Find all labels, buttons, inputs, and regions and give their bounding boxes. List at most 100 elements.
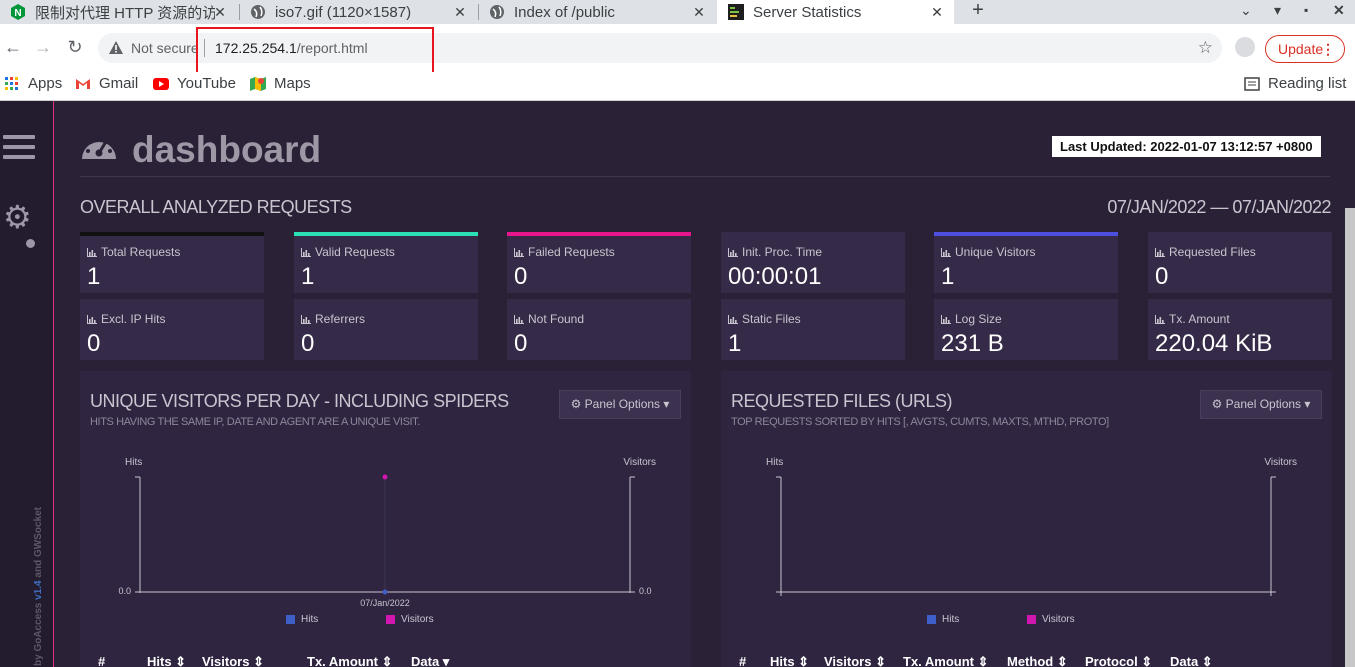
hits-data-point[interactable] — [382, 589, 388, 595]
gear-icon[interactable]: ⚙ — [3, 199, 32, 235]
youtube-icon — [153, 76, 169, 92]
panel-subtitle: HITS HAVING THE SAME IP, DATE AND AGENT … — [90, 416, 420, 428]
stat-label-text: Init. Proc. Time — [742, 245, 823, 259]
last-updated-badge: Last Updated: 2022-01-07 13:12:57 +0800 — [1052, 136, 1321, 157]
requested-files-panel: REQUESTED FILES (URLS) TOP REQUESTS SORT… — [721, 371, 1332, 667]
reload-icon[interactable]: ↻ — [67, 37, 83, 57]
minimize-icon[interactable]: ▾ — [1274, 2, 1282, 18]
stat-card-label: Excl. IP Hits — [87, 312, 165, 326]
tab-server-statistics[interactable]: Server Statistics ✕ — [717, 0, 954, 24]
sort-icon: ⇕ — [794, 654, 810, 667]
panel-options-button[interactable]: ⚙ Panel Options ▾ — [559, 390, 681, 419]
apps-grid-icon — [4, 76, 20, 92]
th-visitors[interactable]: Visitors ⇕ — [824, 654, 886, 667]
y-tick-right: 0.0 — [639, 586, 652, 596]
goaccess-report: ⚙ by GoAccess v1.4 and GWSocket dashboar… — [0, 101, 1355, 667]
legend-hits[interactable]: Hits — [927, 614, 959, 625]
close-tab-icon[interactable]: ✕ — [454, 4, 466, 20]
th-tx-amount[interactable]: Tx. Amount ⇕ — [307, 654, 393, 667]
credit-version: v1.4 — [33, 580, 44, 600]
legend-visitors[interactable]: Visitors — [386, 614, 434, 625]
legend-visitors[interactable]: Visitors — [1027, 614, 1075, 625]
stat-label-text: Tx. Amount — [1169, 312, 1230, 326]
stat-card-label: Valid Requests — [301, 245, 395, 259]
bookmark-star-icon[interactable]: ☆ — [1197, 38, 1213, 57]
th-method[interactable]: Method ⇕ — [1007, 654, 1068, 667]
maximize-icon[interactable]: ▪ — [1304, 3, 1309, 17]
tab-iso7-gif[interactable]: iso7.gif (1120×1587) ✕ — [250, 0, 468, 24]
goaccess-credit[interactable]: by GoAccess v1.4 and GWSocket — [33, 507, 44, 666]
stat-label-text: Log Size — [955, 312, 1002, 326]
page-scrollbar[interactable] — [1345, 208, 1355, 667]
hamburger-menu-icon[interactable] — [3, 135, 35, 161]
stat-card-label: Total Requests — [87, 245, 180, 259]
close-tab-icon[interactable]: ✕ — [214, 4, 226, 20]
stat-card: Init. Proc. Time 00:00:01 — [721, 232, 905, 293]
address-bar[interactable]: Not secure 172.25.254.1/report.html ☆ — [98, 33, 1222, 63]
bookmark-label: YouTube — [177, 75, 236, 92]
sort-icon: ⇕ — [1137, 654, 1153, 667]
tab-title: Server Statistics — [753, 3, 862, 21]
bookmarks-bar: Apps Gmail YouTube Maps Reading list — [0, 72, 1355, 101]
page-title: dashboard — [132, 129, 322, 170]
forward-icon[interactable]: → — [34, 37, 52, 57]
sort-icon: ⇕ — [171, 654, 187, 667]
sort-icon: ⇕ — [1053, 654, 1068, 667]
panel-options-button[interactable]: ⚙ Panel Options ▾ — [1200, 390, 1322, 419]
th-label: Hits — [147, 654, 172, 667]
stat-card-value: 0 — [1155, 263, 1169, 290]
th-hits[interactable]: Hits ⇕ — [147, 654, 186, 667]
stat-card-value: 231 B — [941, 330, 1004, 357]
th-label: Visitors — [824, 654, 872, 667]
legend-hits[interactable]: Hits — [286, 614, 318, 625]
stat-label-text: Failed Requests — [528, 245, 615, 259]
reading-list-button[interactable]: Reading list — [1244, 75, 1346, 92]
back-icon[interactable]: ← — [4, 37, 22, 57]
bookmark-youtube[interactable]: YouTube — [153, 75, 236, 92]
svg-text:N: N — [14, 8, 21, 19]
stat-card: Referrers 0 — [294, 299, 478, 360]
th-tx-amount[interactable]: Tx. Amount ⇕ — [903, 654, 989, 667]
stat-card: Log Size 231 B — [934, 299, 1118, 360]
update-button[interactable]: Update ⋮ — [1265, 35, 1345, 63]
th-label: Tx. Amount — [307, 654, 379, 667]
sort-icon: ⇕ — [871, 654, 886, 667]
security-label[interactable]: Not secure — [131, 40, 199, 56]
tab-index-public[interactable]: Index of /public ✕ — [489, 0, 707, 24]
credit-prefix: by GoAccess — [33, 599, 44, 666]
th-data[interactable]: Data ▾ — [411, 654, 449, 667]
bookmark-gmail[interactable]: Gmail — [75, 75, 138, 92]
th-index[interactable]: # — [739, 654, 747, 667]
more-menu-icon: ⋮ — [1321, 41, 1335, 57]
th-label: Data — [411, 654, 440, 667]
th-hits[interactable]: Hits ⇕ — [770, 654, 809, 667]
close-window-icon[interactable]: ✕ — [1333, 2, 1345, 18]
close-tab-icon[interactable]: ✕ — [931, 4, 943, 20]
nginx-icon: N — [10, 4, 26, 20]
url-highlight-box — [196, 27, 434, 74]
new-tab-button[interactable]: + — [972, 0, 984, 21]
sort-icon: ⇕ — [974, 654, 989, 667]
bar-chart-icon — [87, 247, 97, 257]
stat-card-value: 220.04 KiB — [1155, 330, 1273, 357]
tab-title: Index of /public — [514, 3, 615, 21]
url-text[interactable]: 172.25.254.1/report.html — [215, 40, 368, 56]
connection-status-dot — [26, 239, 35, 248]
tab-title: iso7.gif (1120×1587) — [275, 3, 412, 21]
stat-label-text: Referrers — [315, 312, 366, 326]
close-tab-icon[interactable]: ✕ — [693, 4, 705, 20]
bookmark-maps[interactable]: Maps — [250, 75, 311, 92]
legend-swatch — [286, 615, 295, 624]
th-protocol[interactable]: Protocol ⇕ — [1085, 654, 1152, 667]
th-index[interactable]: # — [98, 654, 106, 667]
warning-icon — [108, 40, 124, 56]
th-data[interactable]: Data ⇕ — [1170, 654, 1213, 667]
bookmark-apps[interactable]: Apps — [4, 75, 62, 92]
visitors-data-point[interactable] — [382, 474, 388, 480]
chevron-down-icon[interactable]: ⌄ — [1240, 2, 1252, 18]
tab-nginx-doc[interactable]: N 限制对代理 HTTP 资源的访 ✕ — [10, 0, 228, 24]
tab-divider — [478, 4, 479, 20]
th-visitors[interactable]: Visitors ⇕ — [202, 654, 264, 667]
profile-avatar-icon[interactable] — [1235, 37, 1255, 57]
overall-section-title: OVERALL ANALYZED REQUESTS — [80, 197, 352, 217]
